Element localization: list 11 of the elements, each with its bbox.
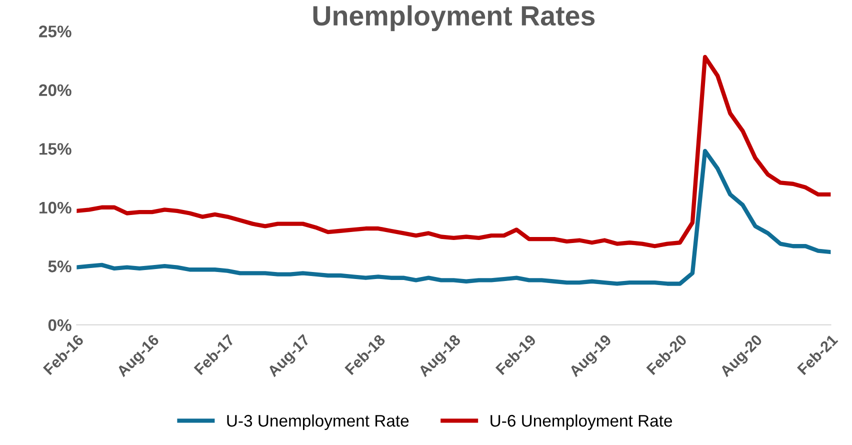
y-tick-label: 5% [48,260,72,272]
line-series [76,148,831,286]
y-tick-label: 20% [39,84,72,96]
line-series [76,54,831,248]
y-tick-label: 15% [40,143,72,155]
legend-label: U-3 Unemployment Rate [227,414,409,430]
y-tick-label: 10% [40,202,72,214]
chart-title: Unemployment Rates [313,5,595,32]
legend-label: U-6 Unemployment Rate [490,414,672,430]
y-tick-label: 25% [39,26,72,38]
y-tick-label: 0% [48,319,72,332]
